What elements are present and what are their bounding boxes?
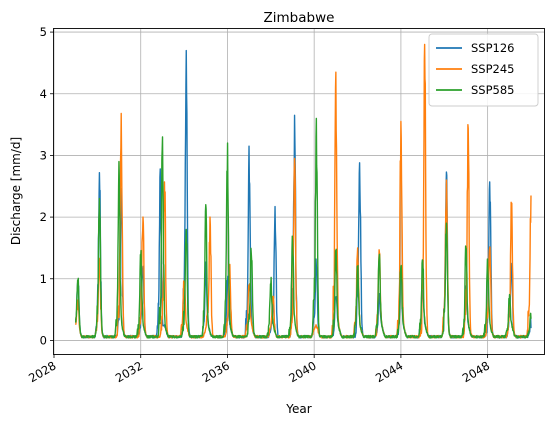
series-line-ssp585 bbox=[74, 117, 532, 339]
legend: SSP126 SSP245 SSP585 bbox=[428, 33, 539, 107]
y-tick-label: 3 bbox=[40, 148, 47, 162]
y-tick-label: 2 bbox=[40, 210, 47, 224]
x-axis-label: Year bbox=[285, 402, 311, 416]
y-tick-label: 0 bbox=[40, 333, 47, 347]
legend-label-ssp585: SSP585 bbox=[471, 83, 514, 97]
chart-title: Zimbabwe bbox=[264, 10, 335, 26]
legend-box bbox=[428, 33, 539, 107]
legend-label-ssp126: SSP126 bbox=[471, 41, 514, 55]
series-layer bbox=[74, 43, 532, 339]
y-axis-label: Discharge [mm/d] bbox=[9, 137, 23, 245]
legend-label-ssp245: SSP245 bbox=[471, 62, 514, 76]
y-tick-label: 1 bbox=[40, 272, 47, 286]
y-tick-label: 5 bbox=[40, 25, 47, 39]
plot-frame bbox=[53, 28, 545, 355]
y-tick-label: 4 bbox=[40, 87, 47, 101]
